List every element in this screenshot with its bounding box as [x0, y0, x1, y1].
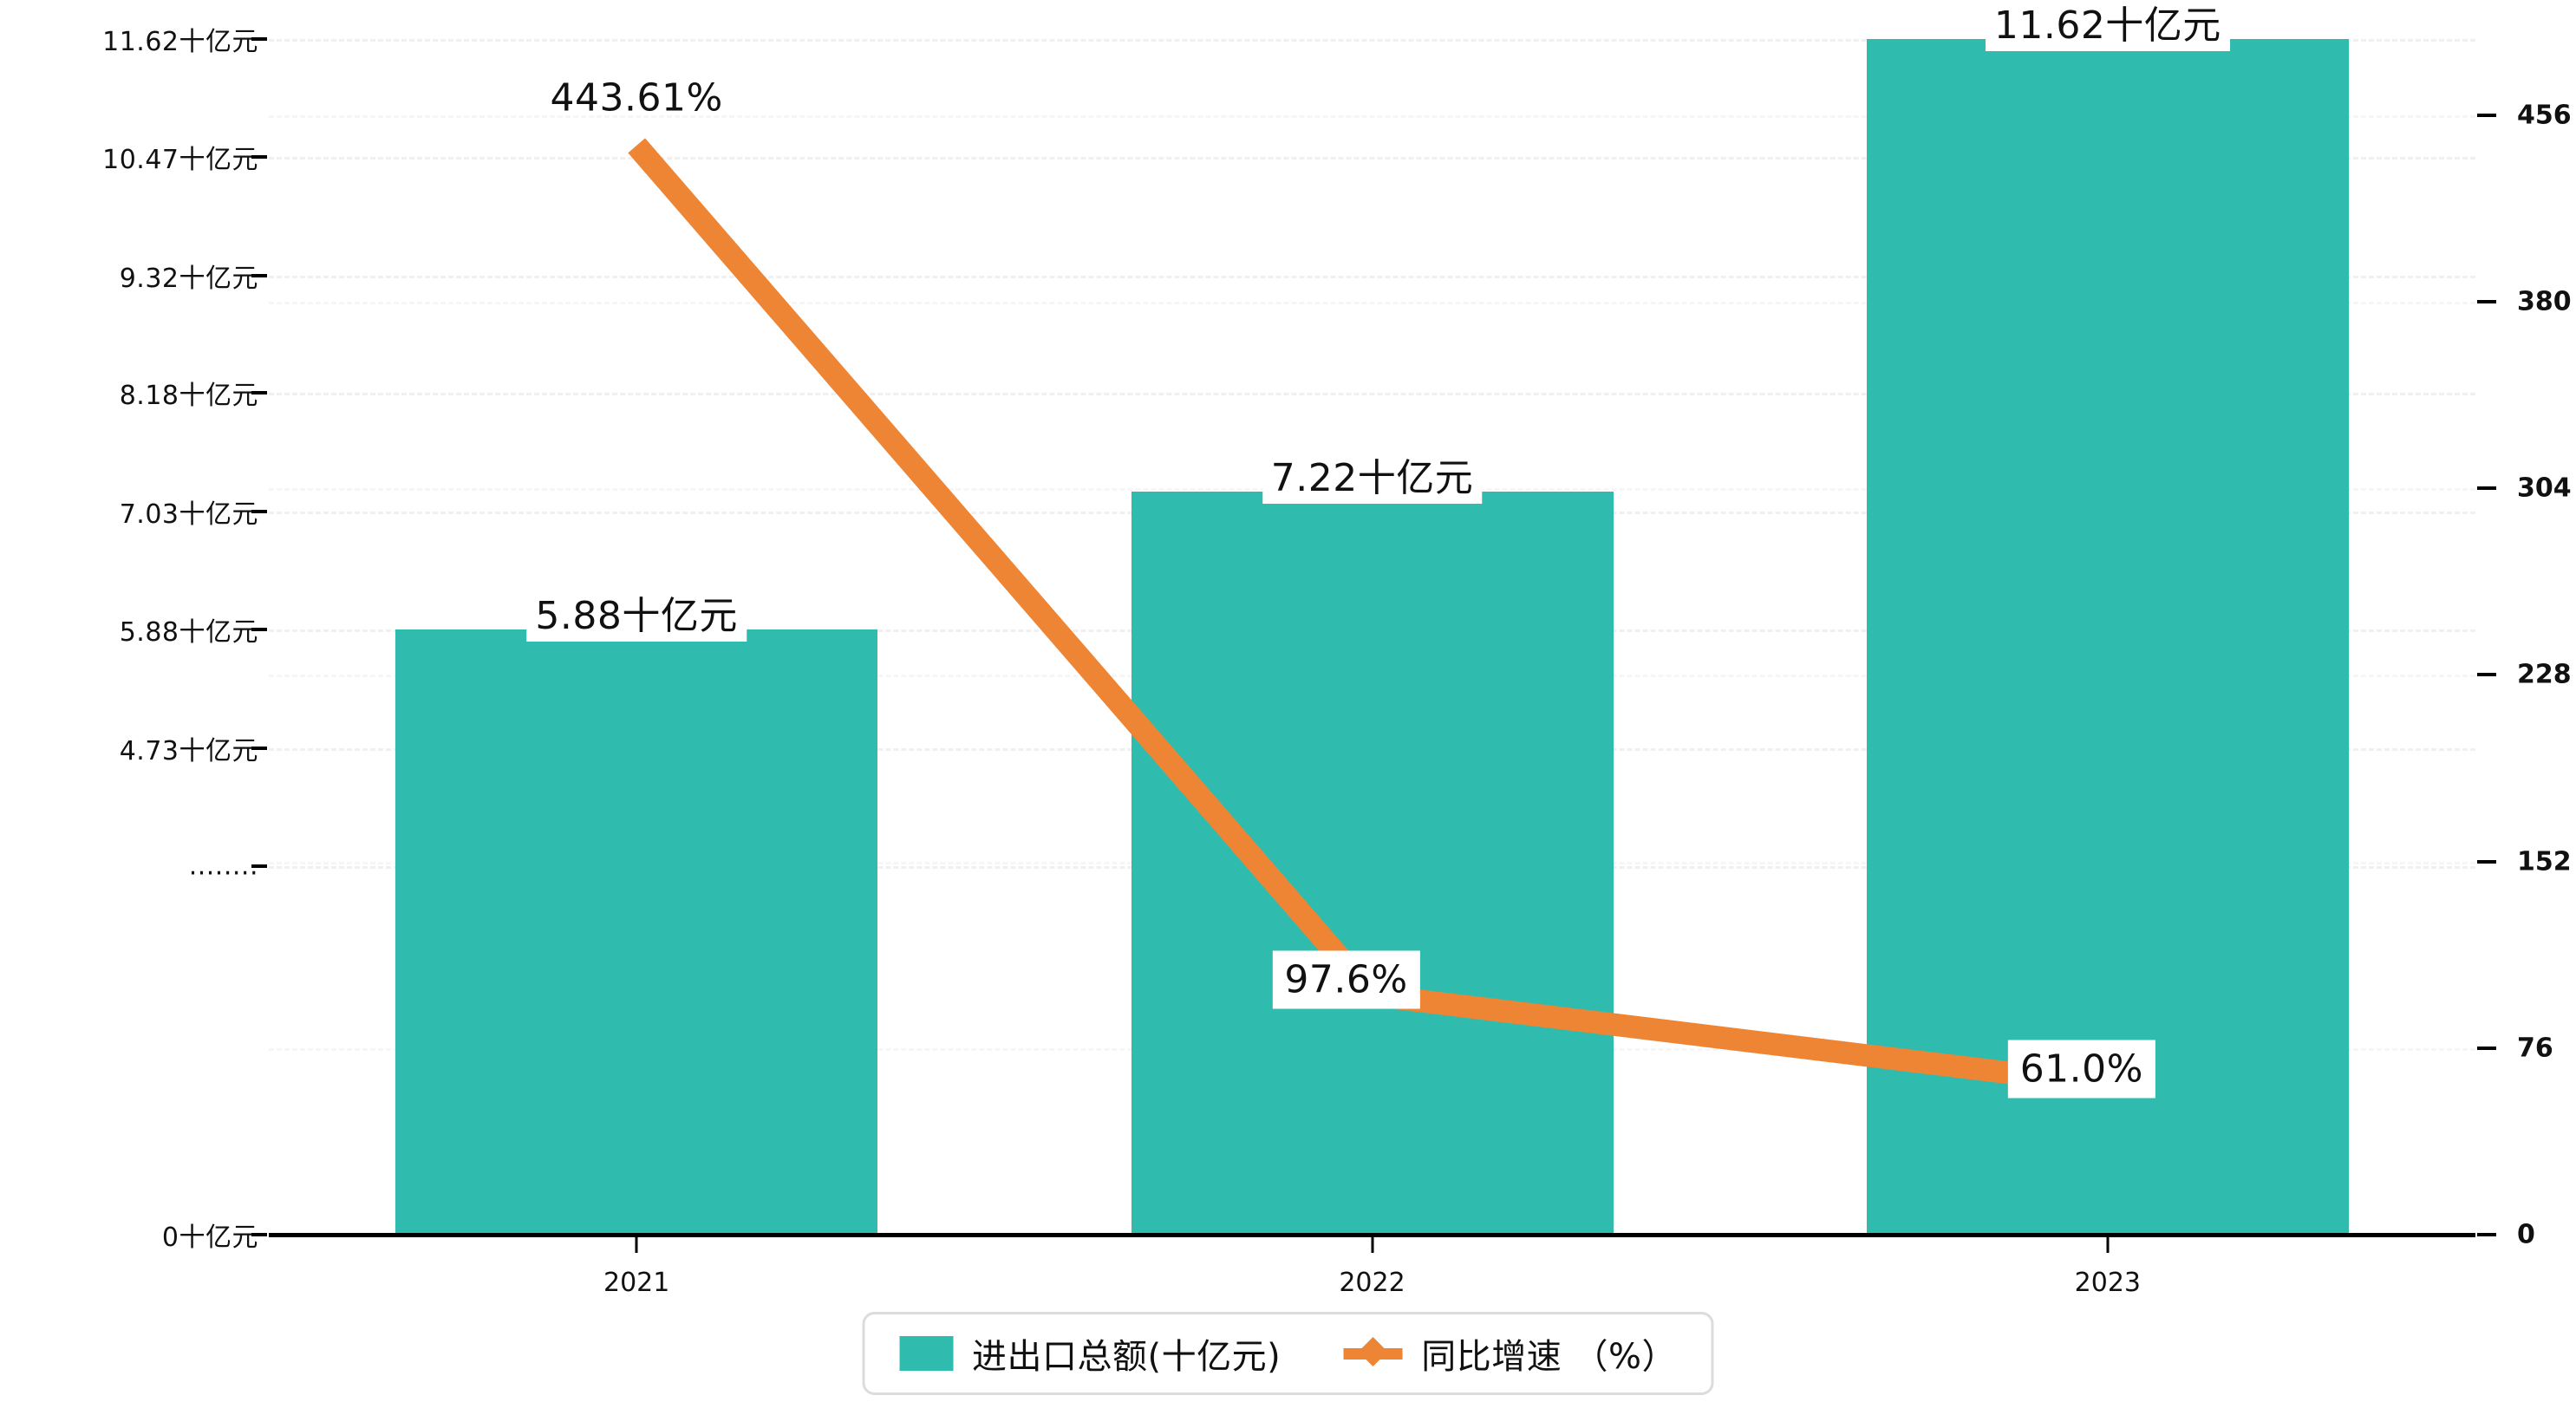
legend-label-import-export-total: 进出口总额(十亿元) [972, 1337, 1281, 1377]
left-y-tick-label: ........ [188, 851, 258, 882]
left-y-tick-mark [251, 864, 267, 869]
right-y-tick-mark [2477, 859, 2496, 864]
left-y-tick-mark [251, 273, 267, 277]
x-tick-mark [2106, 1237, 2110, 1253]
right-y-tick-mark [2477, 299, 2496, 303]
left-y-tick-mark [251, 1233, 267, 1236]
left-y-tick-label: 8.18十亿元 [119, 381, 258, 412]
growth-value-label-2022: 97.6% [1272, 950, 1420, 1009]
left-y-tick-label: 5.88十亿元 [119, 617, 258, 649]
left-y-tick-label: 4.73十亿元 [119, 735, 258, 766]
left-y-tick-label: 7.03十亿元 [119, 499, 258, 530]
right-y-tick-mark [2477, 1233, 2496, 1236]
left-y-tick-mark [251, 155, 267, 160]
gridline-minor [269, 114, 2475, 118]
growth-value-label-2023: 61.0% [2007, 1040, 2155, 1099]
bar-value-label-2022: 7.22十亿元 [1262, 445, 1483, 505]
gridline [269, 39, 2475, 42]
gridline [269, 393, 2475, 396]
right-y-tick-mark [2477, 486, 2496, 491]
left-y-tick-mark [251, 746, 267, 750]
legend-item-growth-rate[interactable]: 同比增速 （%） [1343, 1328, 1677, 1379]
right-y-tick-label: 0 [2517, 1219, 2535, 1250]
legend-label-growth-rate: 同比增速 （%） [1421, 1337, 1677, 1377]
gridline-minor [269, 301, 2475, 304]
bar-swatch-icon [899, 1336, 954, 1371]
left-y-tick-mark [251, 391, 267, 395]
x-tick-mark [1371, 1237, 1373, 1253]
bar-2023[interactable] [1866, 39, 2349, 1235]
x-tick-label-2023: 2023 [2074, 1268, 2142, 1298]
left-y-tick-label: 11.62十亿元 [102, 27, 258, 57]
gridline [269, 275, 2475, 278]
right-y-tick-mark [2477, 673, 2496, 677]
left-y-tick-label: 10.47十亿元 [102, 145, 258, 176]
x-axis-line [269, 1233, 2475, 1237]
left-y-tick-mark [251, 37, 267, 41]
bar-2021[interactable] [395, 629, 878, 1235]
right-y-tick-label: 380 [2517, 286, 2572, 317]
growth-rate-line [628, 138, 2110, 1097]
x-tick-mark [635, 1237, 638, 1253]
right-y-tick-mark [2477, 113, 2496, 117]
left-y-axis: 11.62十亿元 10.47十亿元 9.32十亿元 8.18十亿元 7.03十亿元 5.8… [0, 0, 260, 1415]
growth-value-label-2021: 443.61% [550, 75, 723, 121]
x-tick-label-2022: 2022 [1339, 1268, 1405, 1298]
right-y-tick-label: 152 [2517, 846, 2572, 877]
left-y-tick-label: 0十亿元 [161, 1223, 258, 1253]
bars-layer [269, 39, 2475, 1235]
left-y-tick-mark [251, 509, 267, 513]
right-y-tick-label: 456 [2517, 100, 2572, 131]
legend-item-import-export-total[interactable]: 进出口总额(十亿元) [899, 1328, 1281, 1379]
bar-2022[interactable] [1131, 492, 1614, 1235]
right-y-tick-mark [2477, 1046, 2496, 1050]
left-y-tick-label: 9.32十亿元 [119, 263, 258, 294]
right-y-tick-label: 304 [2517, 473, 2572, 504]
left-y-tick-mark [251, 628, 267, 632]
right-y-tick-label: 76 [2517, 1033, 2553, 1064]
right-y-tick-label: 228 [2517, 659, 2572, 690]
line-diamond-icon [1343, 1336, 1403, 1371]
bar-value-label-2023: 11.62十亿元 [1985, 0, 2230, 51]
gridline [269, 157, 2475, 160]
bar-value-label-2021: 5.88十亿元 [526, 583, 747, 642]
right-y-axis: 456 380 304 228 152 76 0 [2475, 0, 2576, 1415]
x-tick-label-2021: 2021 [603, 1268, 670, 1298]
chart-legend[interactable]: 进出口总额(十亿元) 同比增速 （%） [862, 1312, 1714, 1395]
